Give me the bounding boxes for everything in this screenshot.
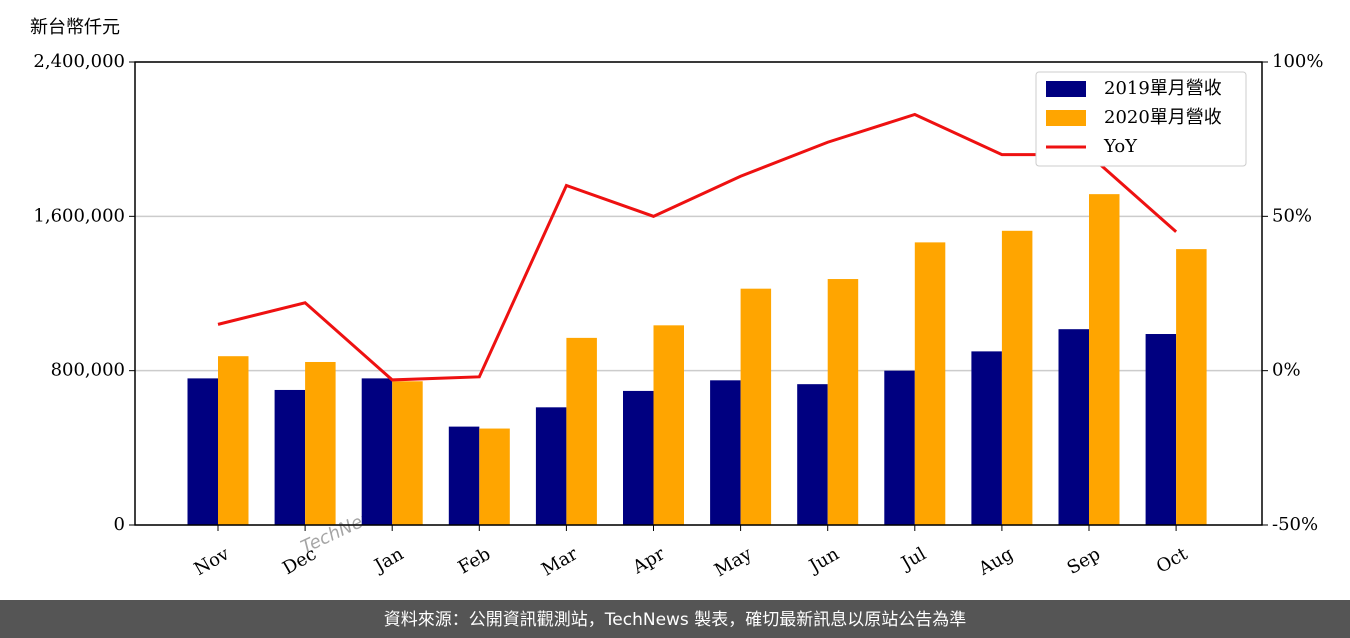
bar (623, 390, 654, 525)
bar (740, 288, 772, 525)
legend-label: 2020單月營收 (1104, 107, 1222, 128)
bar (1089, 194, 1120, 525)
bar (535, 407, 567, 525)
y-tick-label: 2,400,000 (33, 51, 125, 72)
x-tick-label: Jul (896, 543, 930, 575)
bar (1001, 230, 1033, 526)
x-tick-label: Sep (1064, 543, 1104, 578)
y2-tick-label: 50% (1272, 205, 1312, 226)
footer-bar (0, 600, 1350, 638)
y-tick-label: 0 (114, 514, 125, 535)
y-tick-label: 1,600,000 (33, 205, 125, 226)
bar (361, 378, 393, 525)
bar (274, 389, 306, 525)
x-tick-label: Oct (1153, 543, 1192, 578)
bar (305, 361, 336, 525)
bar (914, 242, 946, 526)
x-tick-label: Nov (191, 543, 234, 580)
y-axis-label: 新台幣仟元 (30, 17, 120, 38)
legend-label: YoY (1103, 136, 1138, 157)
bar (1176, 249, 1207, 526)
bar (187, 378, 218, 525)
yoy-line (217, 112, 1178, 382)
legend-label: 2019單月營收 (1104, 78, 1222, 99)
x-tick-label: Mar (538, 543, 582, 580)
y2-tick-label: 100% (1272, 51, 1323, 72)
footer: 資料來源：公開資訊觀測站，TechNews 製表，確切最新訊息以原站公告為準 (384, 610, 966, 630)
bar (448, 426, 480, 525)
x-tick-label: Apr (628, 543, 668, 578)
bar (392, 381, 423, 525)
bar (1145, 334, 1177, 525)
y-tick-label: 800,000 (51, 360, 125, 381)
x-tick-label: Jan (369, 543, 407, 577)
x-tick-label: Aug (974, 543, 1017, 580)
bar (566, 337, 597, 525)
x-tick-label: Feb (455, 543, 495, 578)
bar (884, 370, 915, 525)
bar (971, 351, 1002, 525)
bar (797, 384, 828, 525)
y2-tick-label: 0% (1272, 360, 1301, 381)
x-tick-label: May (711, 543, 756, 581)
legend-swatch (1046, 81, 1086, 97)
legend-box (1035, 71, 1247, 167)
plot-frame (134, 61, 1263, 526)
bar (1058, 329, 1089, 525)
bar (827, 279, 859, 525)
x-tick-label: Jun (804, 543, 843, 578)
legend-swatch (1046, 110, 1086, 126)
bar (710, 380, 741, 525)
bar (218, 356, 249, 525)
y2-tick-label: -50% (1272, 514, 1318, 535)
bar (479, 428, 510, 525)
bar (653, 325, 684, 525)
